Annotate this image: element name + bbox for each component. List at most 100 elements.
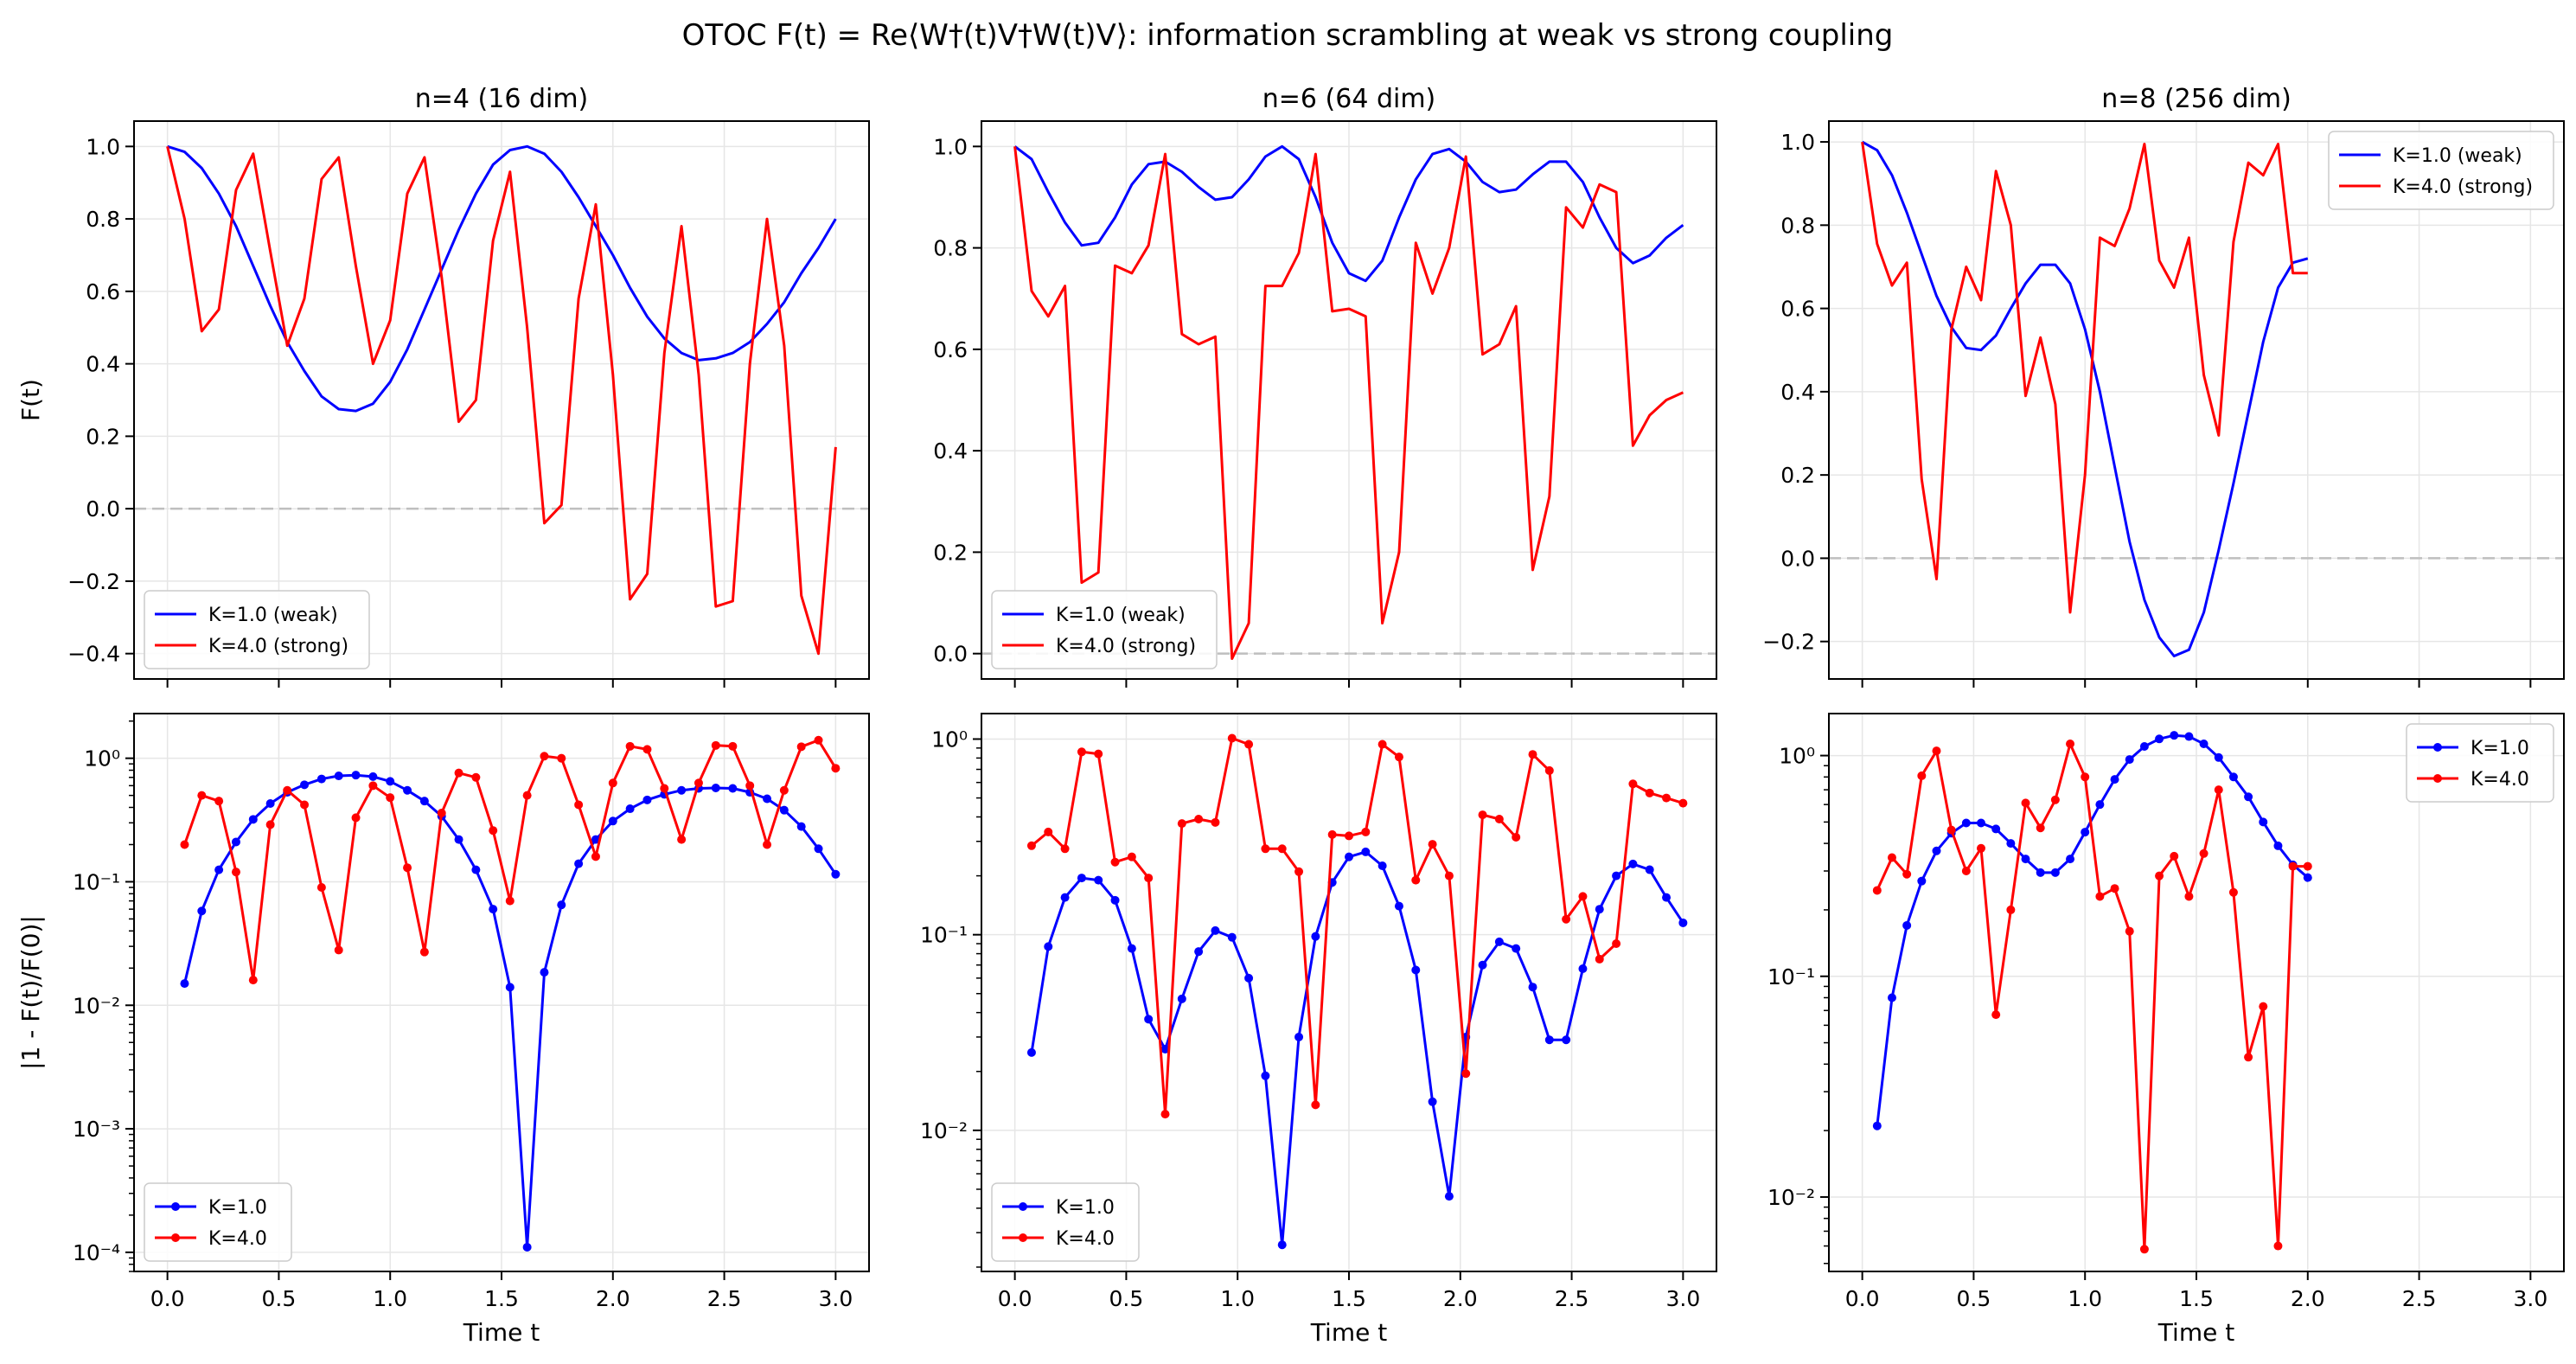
data-point xyxy=(591,835,600,844)
data-point xyxy=(625,804,635,814)
data-point xyxy=(557,900,566,910)
series-line xyxy=(1861,140,2309,657)
data-point xyxy=(386,777,395,786)
data-point xyxy=(1411,965,1421,975)
legend-label: K=4.0 xyxy=(208,1228,267,1250)
data-point xyxy=(677,835,687,844)
data-point xyxy=(2006,905,2016,914)
data-point xyxy=(1361,847,1371,856)
data-point xyxy=(1902,869,1912,879)
data-point xyxy=(522,1242,532,1252)
data-point xyxy=(1110,895,1120,905)
data-point xyxy=(2259,817,2268,827)
y-tick-label: 0.4 xyxy=(86,352,120,377)
legend-label: K=1.0 xyxy=(1056,1197,1115,1219)
x-tick-label: 3.0 xyxy=(1665,1286,1700,1311)
x-tick-label: 0.0 xyxy=(998,1286,1032,1311)
y-tick-label: 10⁻¹ xyxy=(73,869,120,894)
data-point xyxy=(316,882,326,892)
y-tick-label: 1.0 xyxy=(933,134,968,159)
x-tick-label: 2.5 xyxy=(707,1286,742,1311)
data-point xyxy=(283,785,292,795)
y-axis-label: F(t) xyxy=(16,379,45,421)
x-tick-label: 2.5 xyxy=(2402,1286,2437,1311)
data-point xyxy=(1662,893,1672,902)
data-point xyxy=(1494,937,1504,946)
data-point xyxy=(265,798,275,808)
data-point xyxy=(2050,868,2060,877)
data-point xyxy=(214,797,224,806)
data-point xyxy=(2125,926,2134,936)
series-1 xyxy=(1861,141,2308,614)
data-point xyxy=(2273,1241,2283,1251)
data-point xyxy=(1917,771,1927,780)
y-tick-label: 10⁻² xyxy=(73,993,120,1018)
data-point xyxy=(214,865,224,874)
data-point xyxy=(1887,993,1896,1002)
data-point xyxy=(1478,960,1487,970)
data-point xyxy=(1345,831,1353,841)
data-point xyxy=(1411,875,1421,885)
data-point xyxy=(1991,824,2001,834)
data-point xyxy=(2125,755,2134,765)
figure-suptitle: OTOC F(t) = Re⟨W†(t)V†W(t)V⟩: informatio… xyxy=(682,18,1894,53)
data-point xyxy=(1077,874,1086,883)
data-point xyxy=(2199,848,2208,858)
series-line xyxy=(1013,146,1684,660)
legend-marker xyxy=(1019,1233,1027,1242)
data-point xyxy=(2214,752,2223,762)
data-point xyxy=(1528,983,1537,992)
panel-top-n6: 0.0 0.2 0.4 0.6 0.8 1.0 n=6 (64 dim) K=1.0 (wea… xyxy=(933,84,1717,688)
legend-label: K=4.0 xyxy=(2471,769,2529,791)
data-point xyxy=(2066,740,2075,749)
x-tick-label: 3.0 xyxy=(818,1286,853,1311)
data-point xyxy=(2021,798,2030,808)
x-tick-label: 0.5 xyxy=(1109,1286,1144,1311)
legend-label: K=4.0 xyxy=(1056,1228,1115,1250)
y-tick-label: 0.0 xyxy=(1780,546,1815,571)
legend-marker xyxy=(2433,774,2442,783)
data-point xyxy=(2021,855,2030,864)
data-point xyxy=(1932,746,1941,756)
data-point xyxy=(489,826,498,836)
y-tick-label: 0.0 xyxy=(933,642,968,667)
series-1 xyxy=(166,145,837,656)
data-point xyxy=(557,753,566,763)
legend-frame xyxy=(991,1182,1140,1262)
data-point xyxy=(1932,846,1941,855)
y-tick-label: 1.0 xyxy=(86,134,120,159)
data-point xyxy=(1917,876,1927,886)
data-point xyxy=(197,791,207,800)
data-point xyxy=(2228,887,2238,897)
data-point xyxy=(2259,1002,2268,1011)
data-point xyxy=(1394,752,1403,762)
data-point xyxy=(574,800,584,810)
data-point xyxy=(454,835,463,844)
x-tick-label: 0.5 xyxy=(262,1286,297,1311)
data-point xyxy=(1578,892,1588,901)
y-tick-label: 0.2 xyxy=(86,424,120,449)
y-tick-label: 0.8 xyxy=(933,236,968,261)
data-point xyxy=(1227,932,1237,942)
legend-frame xyxy=(2328,131,2554,210)
data-point xyxy=(1544,1035,1554,1045)
data-point xyxy=(1211,925,1220,935)
data-point xyxy=(2273,841,2283,850)
data-point xyxy=(711,783,720,792)
data-point xyxy=(728,784,738,793)
data-point xyxy=(831,869,841,879)
x-tick-label: 1.0 xyxy=(2068,1286,2102,1311)
legend-frame xyxy=(144,1182,292,1262)
data-point xyxy=(471,865,481,874)
data-point xyxy=(728,741,738,751)
data-point xyxy=(1428,840,1437,849)
data-point xyxy=(180,979,189,989)
x-tick-label: 1.5 xyxy=(1332,1286,1366,1311)
data-point xyxy=(437,809,446,818)
data-point xyxy=(1961,867,1971,876)
data-point xyxy=(763,794,772,804)
data-point xyxy=(2036,823,2045,833)
y-tick-label: 10⁻⁴ xyxy=(73,1240,120,1265)
data-point xyxy=(831,764,841,773)
data-point xyxy=(386,793,395,803)
